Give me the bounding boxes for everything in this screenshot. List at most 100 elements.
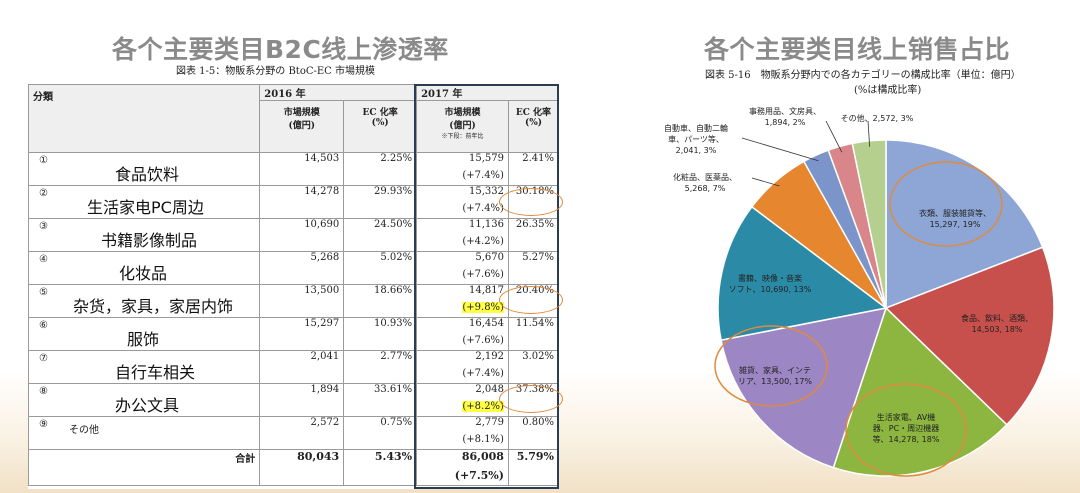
row-category-name: 自行车相关: [115, 363, 196, 382]
row-market-2017: 2,192 (+7.4%): [416, 350, 509, 384]
row-index: ⑥: [39, 320, 48, 331]
table-header-row-1: 分類 2016 年 2017 年: [27, 84, 559, 153]
table-row: ② 生活家电PC周边 14,278 29.93% 15,332 (+7.4%) 30.18%: [27, 185, 560, 219]
row-category-name: その他: [69, 425, 99, 436]
pie-slice-4: [717, 205, 888, 342]
leader-line-7: [825, 120, 843, 153]
row-ec-2017: 5.27%: [507, 251, 560, 285]
row-category-name: 服饰: [127, 330, 160, 349]
row-market-2017-value: 11,136: [468, 219, 504, 230]
row-index: ④: [39, 254, 48, 265]
header-2016: 2016 年: [259, 84, 418, 101]
row-growth: (+7.4%): [462, 203, 504, 214]
leader-line-6: [741, 137, 819, 162]
row-market-2016: 15,297: [259, 317, 345, 351]
pie-label-s5: 化粧品、医薬品、 5,268, 7%: [673, 172, 737, 193]
pie-slice-1: [884, 246, 1055, 426]
row-category-name: 生活家电PC周边: [87, 198, 204, 217]
pie-slice-0: [885, 139, 1044, 310]
row-ec-2017: 37.38%: [507, 383, 560, 417]
row-ec-2017: 30.18%: [507, 185, 560, 219]
total-market-2016: 80,043: [259, 449, 345, 486]
table-row: ⑥ 服饰 15,297 10.93% 16,454 (+7.6%) 11.54%: [27, 317, 560, 351]
row-market-2017-value: 15,332: [468, 186, 504, 197]
pie-label-s6: 自動車、自動二輪車、パーツ等、 2,041, 3%: [664, 123, 728, 155]
ec-market-table: 分類 2016 年 2017 年 市場規模 (億円) EC 化率 (%) 市場規模(…: [27, 84, 560, 489]
row-category: ⑦ 自行车相关: [27, 350, 261, 384]
table-row: ⑧ 办公文具 1,894 33.61% 2,048 (+8.2%) 37.38%: [27, 383, 560, 417]
row-ec-2017: 3.02%: [507, 350, 560, 384]
row-index: ⑦: [39, 353, 48, 364]
row-index: ⑧: [39, 386, 48, 397]
table-row: ⑦ 自行车相关 2,041 2.77% 2,192 (+7.4%) 3.02%: [27, 350, 560, 384]
row-market-2017: 11,136 (+4.2%): [416, 218, 509, 252]
table-subtitle: 図表 1-5：物販系分野の BtoC-EC 市場規模: [176, 66, 376, 77]
pie-label-s7: 事務用品、文房具、 1,894, 2%: [749, 106, 821, 127]
row-growth: (+8.2%): [462, 401, 504, 412]
circle-slice-furniture: [714, 325, 828, 407]
row-market-2017: 15,579 (+7.4%): [416, 152, 509, 186]
row-market-2017-value: 2,048: [475, 384, 504, 395]
header-ec-2017: EC 化率 (%): [507, 100, 560, 153]
row-index: ⑨: [39, 419, 48, 430]
left-panel-title: 各个主要类目B2C线上渗透率: [112, 35, 449, 64]
row-category: ⑥ 服饰: [27, 317, 261, 351]
row-ec-2016: 29.93%: [343, 185, 418, 219]
pie-slice-2: [832, 306, 1008, 477]
row-category-name: 杂货，家具，家居内饰: [73, 297, 234, 316]
row-market-2017-value: 14,817: [468, 285, 504, 296]
leader-line-8: [867, 120, 871, 147]
pie-label-s8: その他、2,572, 3%: [841, 113, 914, 123]
row-market-2017-value: 2,779: [475, 417, 504, 428]
row-index: ①: [39, 155, 48, 166]
row-ec-2016: 18.66%: [343, 284, 418, 318]
pie-label-s1: 食品、飲料、酒類、 14,503, 18%: [961, 313, 1033, 334]
total-label: 合計: [27, 449, 261, 486]
row-index: ③: [39, 221, 48, 232]
row-ec-2016: 33.61%: [343, 383, 418, 417]
row-market-2017-value: 15,579: [468, 153, 504, 164]
row-market-2016: 13,500: [259, 284, 345, 318]
row-category-name: 食品饮料: [115, 165, 180, 184]
row-market-2017-value: 16,454: [468, 318, 504, 329]
row-market-2017: 16,454 (+7.6%): [416, 317, 509, 351]
row-growth: (+7.4%): [462, 368, 504, 379]
row-category: ② 生活家电PC周边: [27, 185, 261, 219]
row-market-2017-value: 5,670: [475, 252, 504, 263]
row-ec-2016: 0.75%: [343, 416, 418, 450]
row-market-2016: 1,894: [259, 383, 345, 417]
row-ec-2017: 2.41%: [507, 152, 560, 186]
row-market-2016: 2,041: [259, 350, 345, 384]
row-growth: (+4.2%): [462, 236, 504, 247]
row-market-2016: 14,503: [259, 152, 345, 186]
pie-label-s3: 雑貨、家具、インテリア、13,500, 17%: [738, 365, 812, 386]
row-category-name: 书籍影像制品: [101, 231, 198, 250]
row-market-2017: 15,332 (+7.4%): [416, 185, 509, 219]
ec-table: 分類 2016 年 2017 年 市場規模 (億円) EC 化率 (%) 市場規模(…: [27, 84, 560, 486]
pie-label-s0: 衣類、服装雑貨等、 15,297, 19%: [919, 208, 991, 229]
row-growth: (+9.8%): [462, 302, 504, 313]
row-index: ⑤: [39, 287, 48, 298]
row-market-2017: 5,670 (+7.6%): [416, 251, 509, 285]
row-growth: (+7.6%): [462, 335, 504, 346]
row-ec-2017: 11.54%: [507, 317, 560, 351]
row-market-2017: 14,817 (+9.8%): [416, 284, 509, 318]
row-growth: (+7.4%): [462, 170, 504, 181]
row-index: ②: [39, 188, 48, 199]
pie-label-s2: 生活家電、AV機器、PC・周辺機器等、14,278, 18%: [873, 412, 940, 444]
row-category: ⑧ 办公文具: [27, 383, 261, 417]
row-category: ⑨ その他: [27, 416, 261, 450]
leader-line-5: [751, 177, 780, 187]
row-category-name: 化妆品: [119, 264, 168, 283]
circle-slice-appliances: [845, 383, 967, 477]
table-row: ③ 书籍影像制品 10,690 24.50% 11,136 (+4.2%) 26.35%: [27, 218, 560, 252]
pie-slice-3: [720, 307, 888, 469]
row-growth: (+8.1%): [462, 434, 504, 445]
total-market-2017: 86,008 (+7.5%): [416, 449, 509, 486]
table-row: ④ 化妆品 5,268 5.02% 5,670 (+7.6%) 5.27%: [27, 251, 560, 285]
row-growth: (+7.6%): [462, 269, 504, 280]
total-ec-2016: 5.43%: [343, 449, 418, 486]
pie-subtitle: 図表 5-16 物販系分野内での各カテゴリーの構成比率（単位：億円）: [705, 70, 1021, 81]
row-category-name: 办公文具: [115, 396, 180, 415]
total-growth: (+7.5%): [454, 469, 504, 482]
